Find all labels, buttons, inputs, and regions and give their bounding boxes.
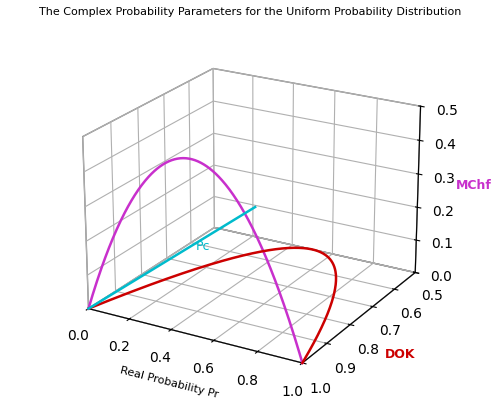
Title: The Complex Probability Parameters for the Uniform Probability Distribution: The Complex Probability Parameters for t…	[39, 7, 461, 17]
Y-axis label: DOK: DOK	[384, 348, 415, 361]
X-axis label: Real Probability Pr: Real Probability Pr	[119, 365, 220, 399]
